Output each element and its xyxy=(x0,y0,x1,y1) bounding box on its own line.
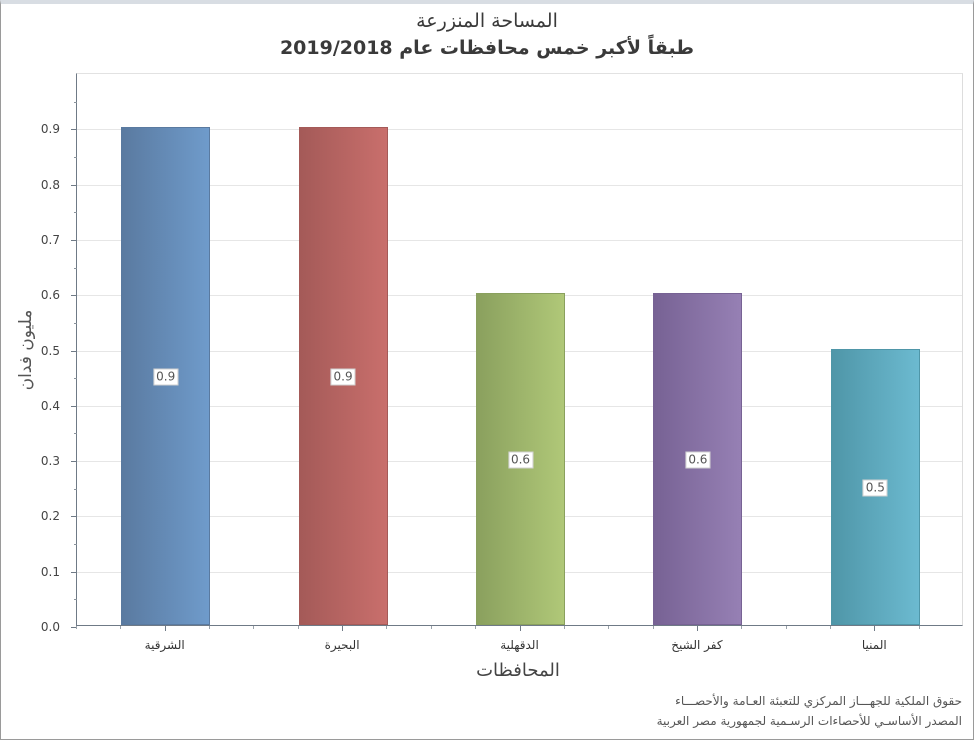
footer-copyright: حقوق الملكية للجهـــاز المركزي للتعبئة ا… xyxy=(675,694,962,708)
bar-3: 0.6 xyxy=(476,293,565,625)
x-minor-tick xyxy=(785,626,787,629)
bar-2: 0.9 xyxy=(298,127,388,625)
y-minor-tick xyxy=(74,433,77,435)
y-minor-tick xyxy=(74,488,77,490)
gridline xyxy=(77,129,962,131)
bar-1: 0.9 xyxy=(121,127,211,625)
gridline xyxy=(77,239,962,241)
data-label: 0.6 xyxy=(685,451,711,469)
y-major-tick xyxy=(71,184,77,186)
y-tick-label: 0.6 xyxy=(40,288,60,303)
y-tick-label: 0.1 xyxy=(40,564,60,579)
y-major-tick xyxy=(71,129,77,131)
x-tick-label: الدقهلية xyxy=(500,638,539,652)
x-minor-tick xyxy=(430,626,432,629)
y-minor-tick xyxy=(74,156,77,158)
x-minor-tick xyxy=(741,626,743,629)
x-major-tick xyxy=(342,626,344,631)
data-label: 0.5 xyxy=(862,479,888,497)
chart-subtitle: طبقاً لأكبر خمس محافظات عام 2019/2018 xyxy=(279,37,695,59)
x-minor-tick xyxy=(918,626,920,629)
data-label: 0.6 xyxy=(507,451,534,469)
y-tick-label: 0.0 xyxy=(40,620,60,634)
x-major-tick xyxy=(519,626,521,631)
y-major-tick xyxy=(71,571,77,573)
y-minor-tick xyxy=(74,101,77,103)
x-minor-tick xyxy=(253,626,255,629)
y-minor-tick xyxy=(74,378,77,380)
y-minor-tick xyxy=(74,599,77,601)
data-label: 0.9 xyxy=(330,368,356,386)
x-minor-tick xyxy=(563,626,565,629)
y-minor-tick xyxy=(74,544,77,546)
x-minor-tick xyxy=(120,626,122,629)
x-minor-tick xyxy=(829,626,831,629)
y-major-tick xyxy=(71,627,77,628)
x-minor-tick xyxy=(76,626,77,629)
x-minor-tick xyxy=(209,626,211,629)
y-major-tick xyxy=(71,516,77,518)
x-tick-label: المنيا xyxy=(861,638,887,652)
x-minor-tick xyxy=(297,626,299,629)
footer-source: المصدر الأساسـي للأحصاءات الرسـمية لجمهو… xyxy=(656,714,962,728)
y-major-tick xyxy=(71,350,77,352)
y-tick-label: 0.3 xyxy=(40,454,60,469)
bar-5: 0.5 xyxy=(830,348,920,625)
x-tick-label: الشرقية xyxy=(144,638,185,652)
x-minor-tick xyxy=(386,626,388,629)
plot-area: 0.0 0.1 0.2 0.3 0.4 0.5 0.6 0.7 0.8 0.9 0.9 0.9 0.6 0… xyxy=(41,73,963,634)
x-axis-label: المحافظات xyxy=(476,660,560,681)
bar-4: 0.6 xyxy=(653,293,743,625)
y-major-tick xyxy=(71,239,77,241)
y-tick-label: 0.8 xyxy=(40,177,60,192)
y-tick-label: 0.2 xyxy=(40,509,60,524)
x-tick-label: كفر الشيخ xyxy=(671,638,723,652)
x-major-tick xyxy=(696,626,698,631)
y-minor-tick xyxy=(74,322,77,324)
chart-title: المساحة المنزرعة xyxy=(416,10,558,32)
y-tick-label: 0.5 xyxy=(40,343,60,358)
gridline xyxy=(77,184,962,186)
x-tick-label: البحيرة xyxy=(324,638,360,652)
y-major-tick xyxy=(71,295,77,297)
x-minor-tick xyxy=(608,626,610,629)
x-major-tick xyxy=(164,626,166,631)
x-major-tick xyxy=(874,626,876,631)
y-tick-label: 0.7 xyxy=(40,232,60,247)
data-label: 0.9 xyxy=(153,368,179,386)
x-minor-tick xyxy=(475,626,477,629)
y-minor-tick xyxy=(74,267,77,269)
y-minor-tick xyxy=(74,212,77,214)
y-tick-label: 0.9 xyxy=(40,122,60,137)
y-tick-label: 0.4 xyxy=(40,398,60,413)
y-major-tick xyxy=(71,461,77,463)
x-minor-tick xyxy=(652,626,654,629)
y-major-tick xyxy=(71,405,77,407)
